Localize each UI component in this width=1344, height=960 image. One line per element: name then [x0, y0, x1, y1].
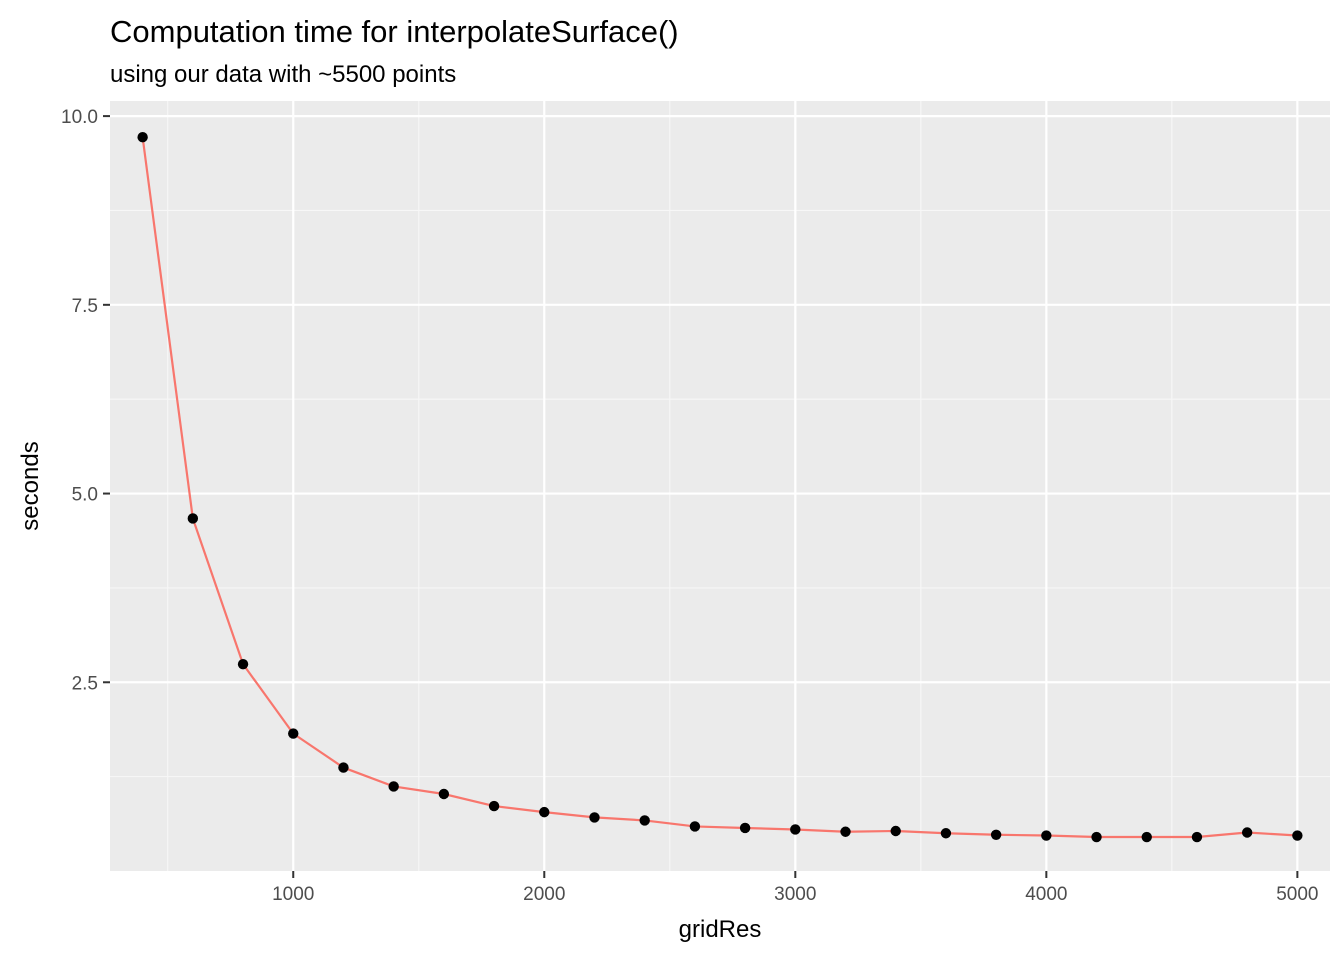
plot-panel — [110, 101, 1330, 871]
data-point — [1141, 831, 1152, 843]
data-point — [388, 781, 399, 792]
data-point — [237, 658, 249, 670]
major-grid-y — [110, 114, 1330, 684]
data-point — [288, 728, 299, 739]
data-point — [739, 822, 751, 834]
data-point — [137, 132, 148, 143]
x-tick-label: 2000 — [523, 884, 565, 905]
minor-grid-x — [167, 101, 1173, 871]
data-point — [1241, 827, 1253, 838]
data-point — [1041, 830, 1052, 841]
y-tick-label: 5.0 — [72, 485, 98, 506]
chart-subtitle: using our data with ~5500 points — [110, 61, 456, 88]
y-tick-label: 10.0 — [61, 107, 98, 128]
x-tick-label: 5000 — [1276, 884, 1318, 905]
y-axis-title: seconds — [17, 441, 44, 530]
data-point — [589, 812, 600, 823]
y-tick-label: 7.5 — [72, 296, 98, 317]
chart-title: Computation time for interpolateSurface(… — [110, 14, 679, 49]
major-grid-x — [292, 101, 1299, 871]
y-tick-label: 2.5 — [72, 673, 98, 694]
data-point — [539, 806, 550, 818]
data-point — [840, 826, 851, 837]
data-point — [639, 815, 650, 826]
data-point — [1191, 831, 1203, 843]
data-point — [790, 824, 801, 835]
data-point — [689, 821, 701, 832]
data-point — [1091, 831, 1102, 843]
y-axis: 2.5 5.0 7.5 10.0 — [61, 107, 110, 694]
series-line — [141, 137, 1298, 839]
data-point — [1292, 830, 1303, 841]
data-point — [338, 762, 349, 773]
x-axis-title: gridRes — [679, 916, 762, 943]
x-tick-label: 4000 — [1025, 884, 1067, 905]
data-point — [940, 828, 952, 839]
x-tick-label: 3000 — [774, 884, 816, 905]
data-point — [187, 513, 199, 524]
data-point — [890, 825, 901, 837]
x-tick-label: 1000 — [272, 884, 314, 905]
data-point — [990, 829, 1002, 840]
data-point — [438, 788, 450, 800]
minor-grid-y — [110, 209, 1330, 778]
data-point — [488, 800, 500, 812]
x-axis: 1000 2000 3000 4000 5000 — [272, 871, 1319, 905]
data-points — [137, 132, 1303, 843]
